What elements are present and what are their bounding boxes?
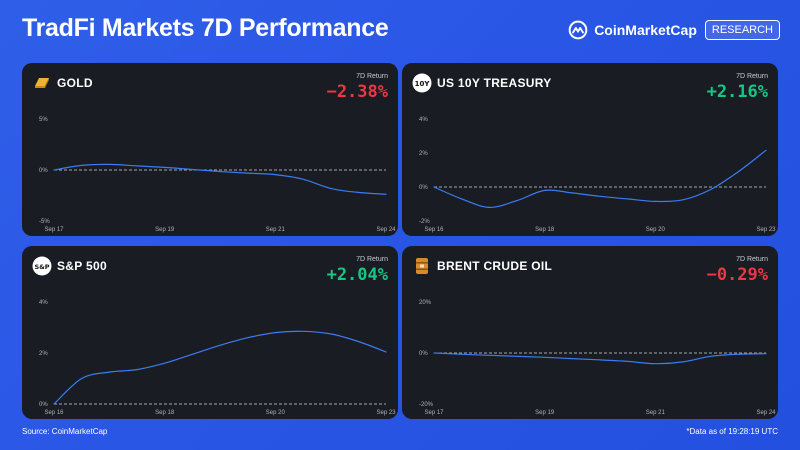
treasury-10y-icon: 10Y xyxy=(412,73,432,93)
x-tick-label: Sep 19 xyxy=(155,227,175,233)
brand: CoinMarketCap RESEARCH xyxy=(568,20,780,40)
panel-title: GOLD xyxy=(57,76,93,90)
treasury-chart: 4% 2% 0% -2% Sep 16 Sep 18 Sep 20 Sep 23 xyxy=(419,117,776,233)
svg-text:S&P: S&P xyxy=(34,263,49,271)
svg-text:10Y: 10Y xyxy=(415,80,431,88)
y-tick-label: 2% xyxy=(39,351,48,357)
coinmarketcap-logo-icon xyxy=(568,20,588,40)
y-tick-label: 20% xyxy=(419,300,432,306)
page-title: TradFi Markets 7D Performance xyxy=(22,14,389,42)
sp500-panel: 4% 2% 0% Sep 16 Sep 18 Sep 20 Sep 23 S&P S&P 5… xyxy=(22,246,398,419)
y-tick-label: 4% xyxy=(39,300,48,306)
return-label: 7D Return xyxy=(736,73,768,80)
data-timestamp: *Data as of 19:28:19 UTC xyxy=(686,427,778,436)
y-tick-label: 4% xyxy=(419,117,428,123)
return-value: +2.04% xyxy=(326,265,388,285)
x-tick-label: Sep 20 xyxy=(646,227,666,233)
x-tick-label: Sep 17 xyxy=(424,410,444,416)
y-tick-label: -2% xyxy=(419,219,430,225)
panel-title: US 10Y TREASURY xyxy=(437,76,552,90)
x-tick-label: Sep 16 xyxy=(44,410,64,416)
return-label: 7D Return xyxy=(736,256,768,263)
series-line xyxy=(53,163,387,195)
source-note: Source: CoinMarketCap xyxy=(22,427,108,436)
series-line xyxy=(433,352,767,365)
y-tick-label: 0% xyxy=(419,351,428,357)
series-line xyxy=(53,330,387,405)
y-tick-label: -20% xyxy=(419,402,434,408)
return-value: −0.29% xyxy=(706,265,768,285)
gold-bar-icon xyxy=(35,78,49,88)
y-tick-label: 5% xyxy=(39,117,48,123)
sp500-chart: 4% 2% 0% Sep 16 Sep 18 Sep 20 Sep 23 xyxy=(39,300,396,416)
x-tick-label: Sep 23 xyxy=(376,410,396,416)
x-tick-label: Sep 18 xyxy=(155,410,175,416)
x-tick-label: Sep 20 xyxy=(266,410,286,416)
panel-title: BRENT CRUDE OIL xyxy=(437,259,553,273)
brent-chart: 20% 0% -20% Sep 17 Sep 19 Sep 21 Sep 24 xyxy=(419,300,776,416)
x-tick-label: Sep 21 xyxy=(646,410,666,416)
x-tick-label: Sep 19 xyxy=(535,410,555,416)
oil-barrel-icon xyxy=(416,258,428,274)
return-value: −2.38% xyxy=(326,82,388,102)
y-tick-label: -5% xyxy=(39,219,50,225)
sp500-icon: S&P xyxy=(32,256,52,276)
brent-panel: 20% 0% -20% Sep 17 Sep 19 Sep 21 Sep 24 BRENT … xyxy=(402,246,778,419)
series-line xyxy=(433,149,767,209)
x-tick-label: Sep 21 xyxy=(266,227,286,233)
x-tick-label: Sep 18 xyxy=(535,227,555,233)
brand-name: CoinMarketCap xyxy=(594,22,697,38)
y-tick-label: 0% xyxy=(39,402,48,408)
x-tick-label: Sep 24 xyxy=(376,227,396,233)
return-label: 7D Return xyxy=(356,256,388,263)
gold-chart: 5% 0% -5% Sep 17 Sep 19 Sep 21 Sep 24 xyxy=(39,117,396,233)
y-tick-label: 0% xyxy=(419,185,428,191)
x-tick-label: Sep 23 xyxy=(756,227,776,233)
research-badge: RESEARCH xyxy=(704,20,780,40)
x-tick-label: Sep 16 xyxy=(424,227,444,233)
y-tick-label: 2% xyxy=(419,151,428,157)
x-tick-label: Sep 24 xyxy=(756,410,776,416)
panel-title: S&P 500 xyxy=(57,259,107,273)
y-tick-label: 0% xyxy=(39,168,48,174)
return-label: 7D Return xyxy=(356,73,388,80)
x-tick-label: Sep 17 xyxy=(44,227,64,233)
gold-panel: 5% 0% -5% Sep 17 Sep 19 Sep 21 Sep 24 GOLD 7D … xyxy=(22,63,398,236)
treasury-panel: 4% 2% 0% -2% Sep 16 Sep 18 Sep 20 Sep 23 10Y US… xyxy=(402,63,778,236)
return-value: +2.16% xyxy=(706,82,768,102)
